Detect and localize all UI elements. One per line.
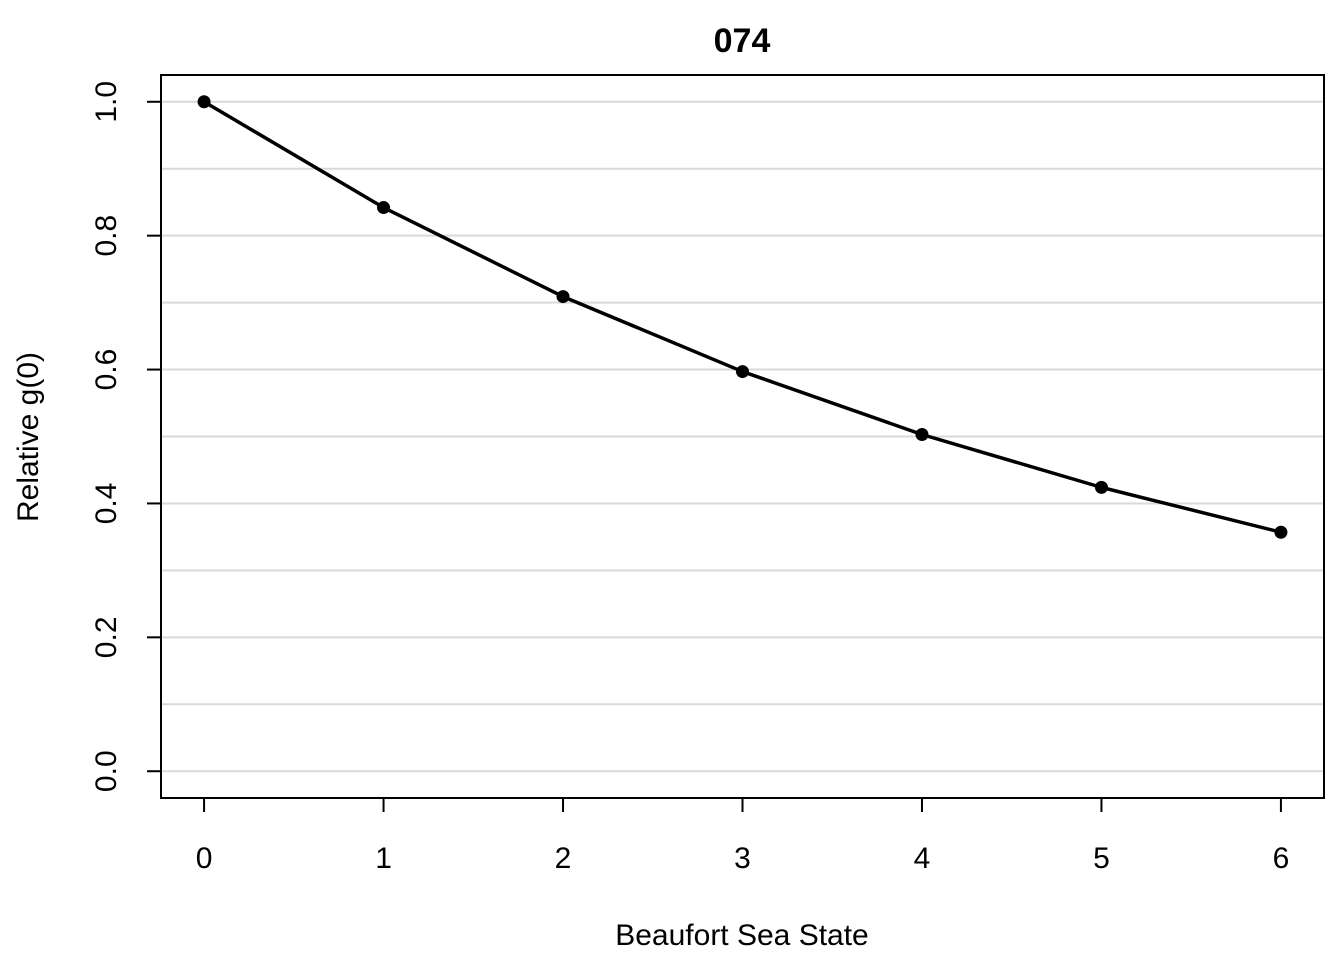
data-point <box>736 365 749 379</box>
y-axis: 0.0 0.2 0.4 0.6 0.8 1.0 <box>90 81 162 792</box>
series-line <box>203 100 1282 534</box>
data-point <box>1274 525 1288 539</box>
x-tick-label: 6 <box>1273 842 1290 875</box>
x-tick-label: 2 <box>555 842 572 875</box>
y-tick-label: 0.8 <box>90 215 123 257</box>
x-axis-label: Beaufort Sea State <box>615 919 869 952</box>
chart-title: 074 <box>714 22 771 60</box>
x-tick-label: 3 <box>734 842 751 875</box>
data-point <box>377 201 391 215</box>
y-axis-label: Relative g(0) <box>12 352 45 522</box>
data-point <box>915 427 929 441</box>
y-tick-label: 0.0 <box>90 750 123 792</box>
x-tick-label: 5 <box>1093 842 1110 875</box>
x-tick-label: 1 <box>375 842 392 875</box>
x-tick-label: 4 <box>914 842 931 875</box>
data-point <box>197 95 211 109</box>
data-point <box>556 290 570 304</box>
x-axis: 0 1 2 3 4 5 6 <box>196 797 1290 875</box>
y-tick-label: 0.4 <box>90 483 123 525</box>
gridlines <box>161 100 1324 773</box>
series-layer <box>197 95 1288 539</box>
data-point <box>1094 480 1108 494</box>
y-tick-label: 1.0 <box>90 81 123 123</box>
y-tick-label: 0.2 <box>90 616 123 658</box>
y-tick-label: 0.6 <box>90 349 123 391</box>
x-tick-label: 0 <box>196 842 213 875</box>
